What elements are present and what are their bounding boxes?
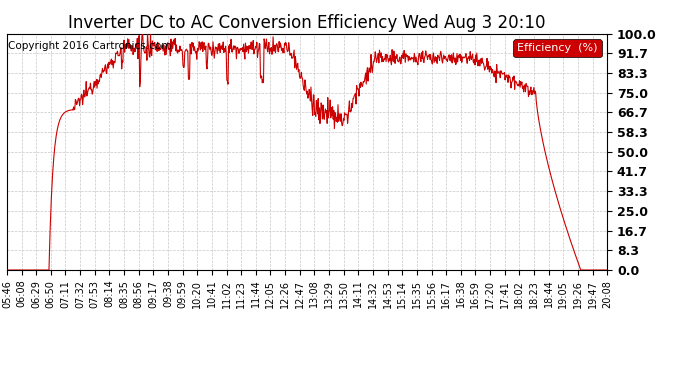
Title: Inverter DC to AC Conversion Efficiency Wed Aug 3 20:10: Inverter DC to AC Conversion Efficiency … xyxy=(68,14,546,32)
Text: Copyright 2016 Cartronics.com: Copyright 2016 Cartronics.com xyxy=(8,41,172,51)
Legend: Efficiency  (%): Efficiency (%) xyxy=(513,39,602,57)
